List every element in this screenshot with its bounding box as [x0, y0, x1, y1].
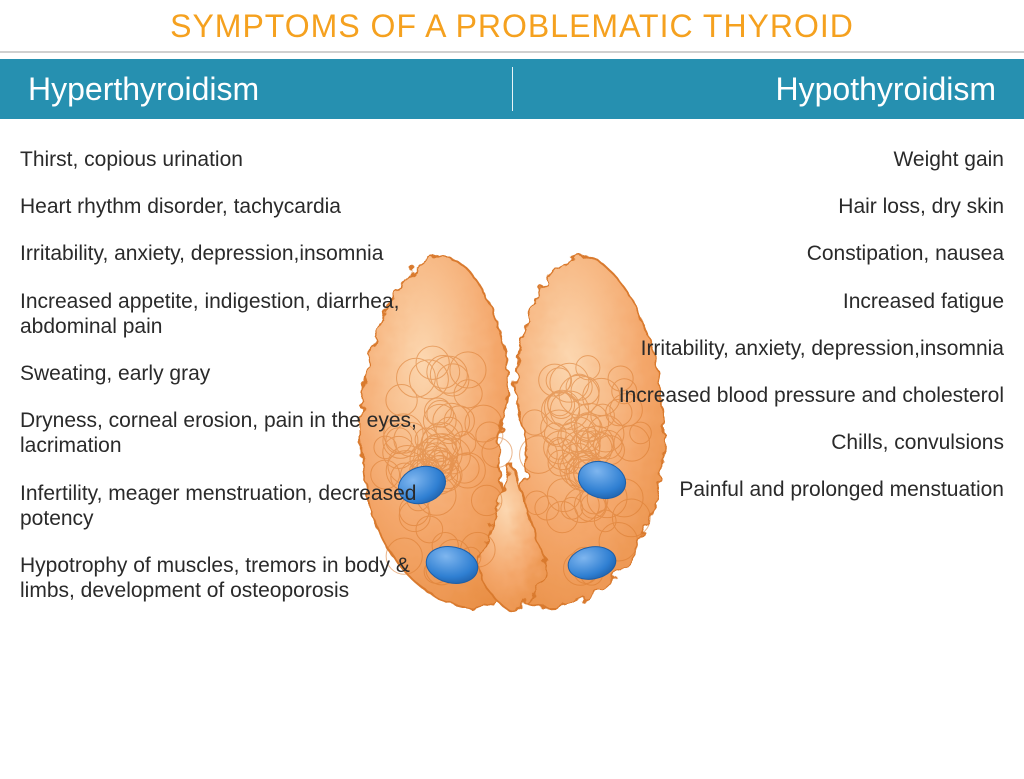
list-item: Chills, convulsions: [572, 430, 1004, 455]
page-title: SYMPTOMS OF A PROBLEMATIC THYROID: [0, 0, 1024, 53]
hypo-symptom-list: Weight gain Hair loss, dry skin Constipa…: [512, 147, 1004, 768]
list-item: Constipation, nausea: [572, 241, 1004, 266]
header-hyperthyroidism: Hyperthyroidism: [0, 59, 512, 119]
list-item: Infertility, meager menstruation, decrea…: [20, 481, 452, 531]
list-item: Irritability, anxiety, depression,insomn…: [20, 241, 452, 266]
list-item: Painful and prolonged menstuation: [572, 477, 1004, 502]
list-item: Increased blood pressure and cholesterol: [572, 383, 1004, 408]
list-item: Heart rhythm disorder, tachycardia: [20, 194, 452, 219]
hyper-symptom-list: Thirst, copious urination Heart rhythm d…: [20, 147, 512, 768]
list-item: Increased fatigue: [572, 289, 1004, 314]
list-item: Hair loss, dry skin: [572, 194, 1004, 219]
condition-header-bar: Hyperthyroidism Hypothyroidism: [0, 59, 1024, 119]
list-item: Sweating, early gray: [20, 361, 452, 386]
list-item: Irritability, anxiety, depression,insomn…: [572, 336, 1004, 361]
content-area: Thirst, copious urination Heart rhythm d…: [0, 119, 1024, 778]
header-hypothyroidism: Hypothyroidism: [513, 59, 1024, 119]
list-item: Hypotrophy of muscles, tremors in body &…: [20, 553, 452, 603]
list-item: Weight gain: [572, 147, 1004, 172]
list-item: Dryness, corneal erosion, pain in the ey…: [20, 408, 452, 458]
list-item: Increased appetite, indigestion, diarrhe…: [20, 289, 452, 339]
list-item: Thirst, copious urination: [20, 147, 452, 172]
